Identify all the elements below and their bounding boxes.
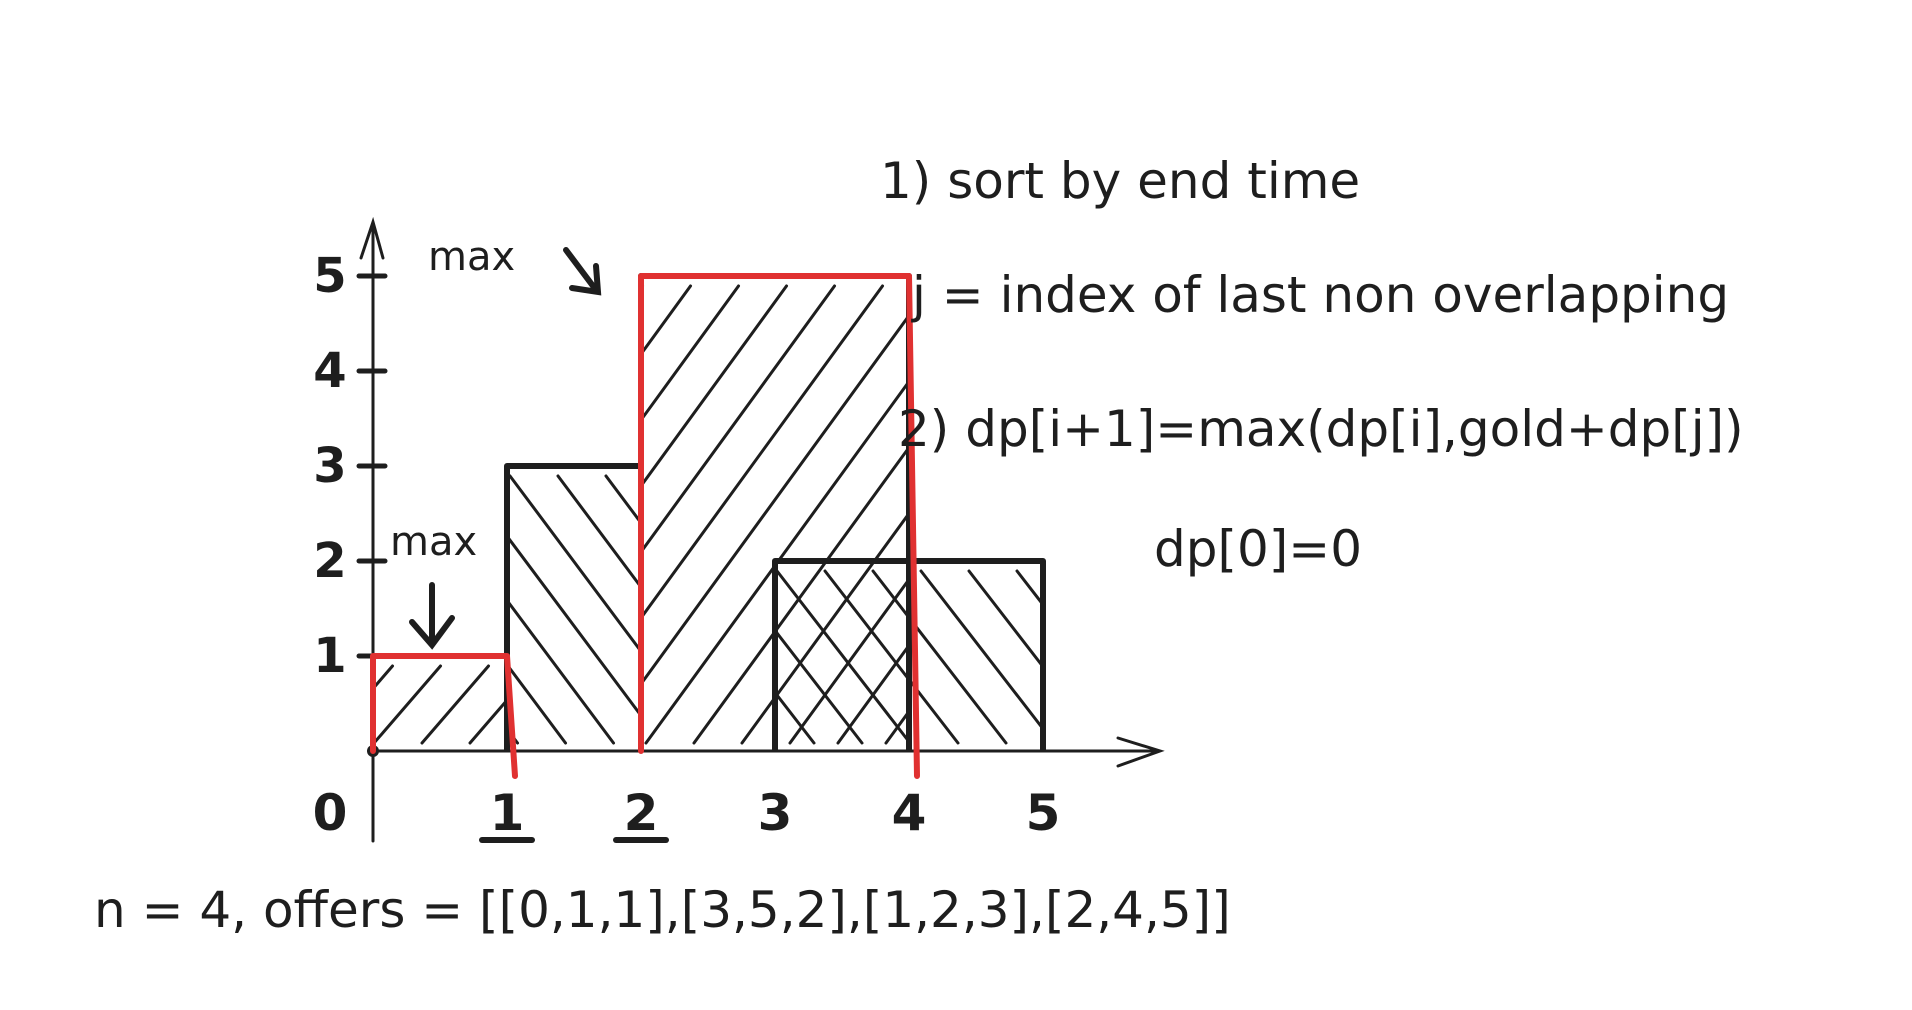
y-tick-label: 1 xyxy=(313,628,346,684)
problem-statement: n = 4, offers = [[0,1,1],[3,5,2],[1,2,3]… xyxy=(94,881,1231,939)
axis-labels: 1 2 3 4 5 0 1 2 3 4 5 xyxy=(313,248,1061,843)
x-tick-label: 0 xyxy=(313,784,348,842)
max-top-label: max xyxy=(428,234,515,280)
x-tick-label: 4 xyxy=(892,784,927,842)
x-tick-label: 3 xyxy=(758,784,793,842)
hatch-layer xyxy=(373,284,1043,745)
y-tick-label: 2 xyxy=(313,533,346,589)
note-dp-recurrence: 2) dp[i+1]=max(dp[i],gold+dp[j]) xyxy=(898,400,1744,458)
optimal-path xyxy=(370,273,920,779)
offer-hatch xyxy=(641,284,909,745)
y-tick-label: 4 xyxy=(313,343,346,399)
optimal-path-line xyxy=(370,273,920,779)
max-left-label: max xyxy=(390,519,477,565)
x-tick-label: 5 xyxy=(1026,784,1061,842)
note-sort-by-end: 1) sort by end time xyxy=(880,152,1360,210)
x-tick-label: 1 xyxy=(490,784,525,842)
offer-bar xyxy=(370,653,510,751)
x-tick-label: 2 xyxy=(624,784,659,842)
note-j-definition: j = index of last non overlapping xyxy=(911,266,1729,324)
offer-hatch xyxy=(507,474,641,745)
y-tick-label: 3 xyxy=(313,438,346,494)
note-dp-base: dp[0]=0 xyxy=(1154,520,1362,578)
offer-hatch xyxy=(775,569,1043,745)
offer-bar xyxy=(772,558,1046,751)
offer-hatch xyxy=(373,664,507,745)
offer-bar xyxy=(504,463,644,751)
max-left-arrow xyxy=(409,582,455,650)
x-axis xyxy=(371,736,1165,768)
axes xyxy=(356,216,1165,843)
y-tick-label: 5 xyxy=(313,248,346,304)
offer-bars xyxy=(370,273,1046,751)
max-top-arrow xyxy=(563,247,602,296)
